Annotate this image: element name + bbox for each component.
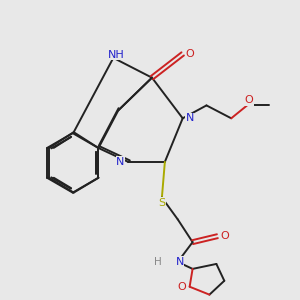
Text: S: S [158,197,166,208]
Text: NH: NH [108,50,125,60]
Text: N: N [176,257,184,267]
Text: O: O [177,282,186,292]
Text: O: O [185,49,194,59]
Text: O: O [245,95,254,106]
Text: N: N [116,157,124,167]
Text: O: O [220,231,229,241]
Text: N: N [185,113,194,123]
Text: H: H [154,257,162,267]
